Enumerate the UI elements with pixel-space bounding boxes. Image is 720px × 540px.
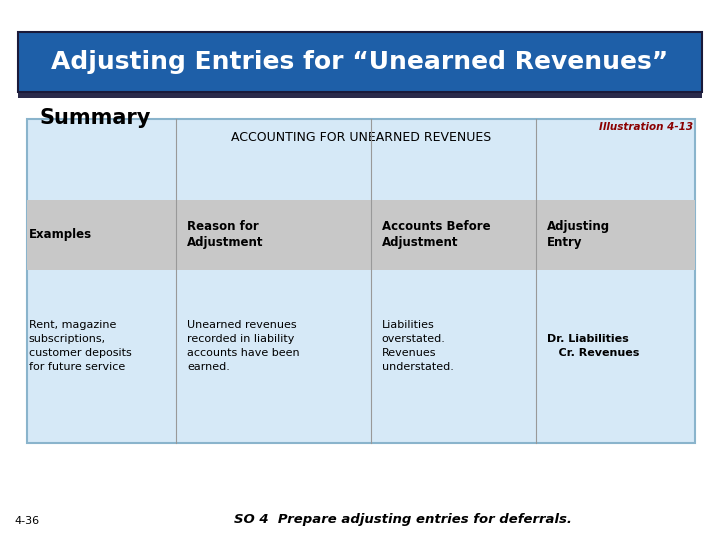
Text: Adjusting
Entry: Adjusting Entry bbox=[547, 220, 611, 249]
Text: Illustration 4-13: Illustration 4-13 bbox=[598, 122, 693, 132]
Text: Rent, magazine
subscriptions,
customer deposits
for future service: Rent, magazine subscriptions, customer d… bbox=[29, 320, 132, 372]
Text: Adjusting Entries for “Unearned Revenues”: Adjusting Entries for “Unearned Revenues… bbox=[51, 50, 669, 74]
Text: ACCOUNTING FOR UNEARNED REVENUES: ACCOUNTING FOR UNEARNED REVENUES bbox=[231, 131, 491, 144]
Text: Dr. Liabilities
   Cr. Revenues: Dr. Liabilities Cr. Revenues bbox=[547, 334, 639, 357]
FancyBboxPatch shape bbox=[18, 32, 702, 92]
Text: Unearned revenues
recorded in liability
accounts have been
earned.: Unearned revenues recorded in liability … bbox=[187, 320, 300, 372]
Text: Examples: Examples bbox=[29, 228, 92, 241]
Text: Accounts Before
Adjustment: Accounts Before Adjustment bbox=[382, 220, 490, 249]
Text: 4-36: 4-36 bbox=[14, 516, 40, 526]
Text: Reason for
Adjustment: Reason for Adjustment bbox=[187, 220, 264, 249]
Text: Summary: Summary bbox=[40, 108, 151, 128]
FancyBboxPatch shape bbox=[27, 200, 695, 270]
Text: Liabilities
overstated.
Revenues
understated.: Liabilities overstated. Revenues underst… bbox=[382, 320, 454, 372]
FancyBboxPatch shape bbox=[27, 119, 695, 443]
FancyBboxPatch shape bbox=[18, 32, 702, 98]
Text: SO 4  Prepare adjusting entries for deferrals.: SO 4 Prepare adjusting entries for defer… bbox=[234, 514, 572, 526]
